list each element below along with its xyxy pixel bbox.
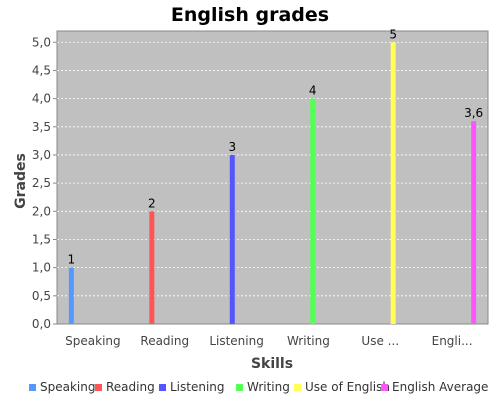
y-tick-label: 5,0 bbox=[32, 35, 51, 49]
legend-item-label: Reading bbox=[106, 380, 155, 394]
y-tick-label: 4,5 bbox=[32, 63, 51, 77]
bar-speaking bbox=[68, 267, 74, 324]
legend-item-label: Listening bbox=[170, 380, 225, 394]
legend-item-label: Speaking bbox=[40, 380, 95, 394]
y-tick-label: 2,0 bbox=[32, 204, 51, 218]
y-tick-label: 2,5 bbox=[32, 176, 51, 190]
data-label: 2 bbox=[148, 196, 156, 210]
x-tick-label: Speaking bbox=[65, 334, 120, 348]
legend-swatch bbox=[159, 384, 166, 391]
y-tick-label: 0,0 bbox=[32, 317, 51, 331]
legend: Speaking Reading Listening Writing Use of En… bbox=[29, 380, 488, 394]
y-tick-label: 3,0 bbox=[32, 148, 51, 162]
x-tick-label: Reading bbox=[140, 334, 189, 348]
data-label: 1 bbox=[68, 253, 76, 267]
x-axis-label: Skills bbox=[251, 356, 293, 372]
y-axis: 0,0 0,5 1,0 1,5 2,0 2,5 3,0 3,5 4,0 4,5 5,0 bbox=[32, 35, 57, 331]
legend-item-label: Writing bbox=[247, 380, 290, 394]
chart-title: English grades bbox=[171, 4, 329, 26]
x-tick-label: Engli... bbox=[432, 334, 473, 348]
legend-item-label: Use of English bbox=[305, 380, 390, 394]
bar-use-of-english bbox=[390, 42, 396, 325]
bars: 1 2 3 4 5 3,6 bbox=[68, 27, 483, 325]
data-label: 3,6 bbox=[464, 106, 483, 120]
legend-swatch bbox=[381, 384, 388, 391]
legend-swatch bbox=[95, 384, 102, 391]
y-axis-label: Grades bbox=[13, 153, 29, 209]
y-tick-label: 0,5 bbox=[32, 289, 51, 303]
data-label: 3 bbox=[228, 140, 236, 154]
y-tick-label: 1,5 bbox=[32, 232, 51, 246]
data-label: 5 bbox=[389, 27, 397, 41]
bar-listening bbox=[229, 154, 235, 324]
y-tick-label: 3,5 bbox=[32, 120, 51, 134]
y-tick-label: 4,0 bbox=[32, 92, 51, 106]
x-axis: Speaking Reading Listening Writing Use ... En… bbox=[65, 334, 472, 348]
x-tick-label: Listening bbox=[209, 334, 264, 348]
legend-item-label: English Average bbox=[392, 380, 488, 394]
x-tick-label: Use ... bbox=[361, 334, 399, 348]
bar-writing bbox=[310, 98, 316, 324]
bar-english-average bbox=[471, 121, 477, 325]
plot-area bbox=[56, 30, 489, 325]
bar-reading bbox=[149, 211, 155, 324]
x-tick-label: Writing bbox=[287, 334, 330, 348]
legend-swatch bbox=[236, 384, 243, 391]
data-label: 4 bbox=[309, 84, 317, 98]
legend-swatch bbox=[29, 384, 36, 391]
legend-swatch bbox=[294, 384, 301, 391]
y-tick-label: 1,0 bbox=[32, 261, 51, 275]
